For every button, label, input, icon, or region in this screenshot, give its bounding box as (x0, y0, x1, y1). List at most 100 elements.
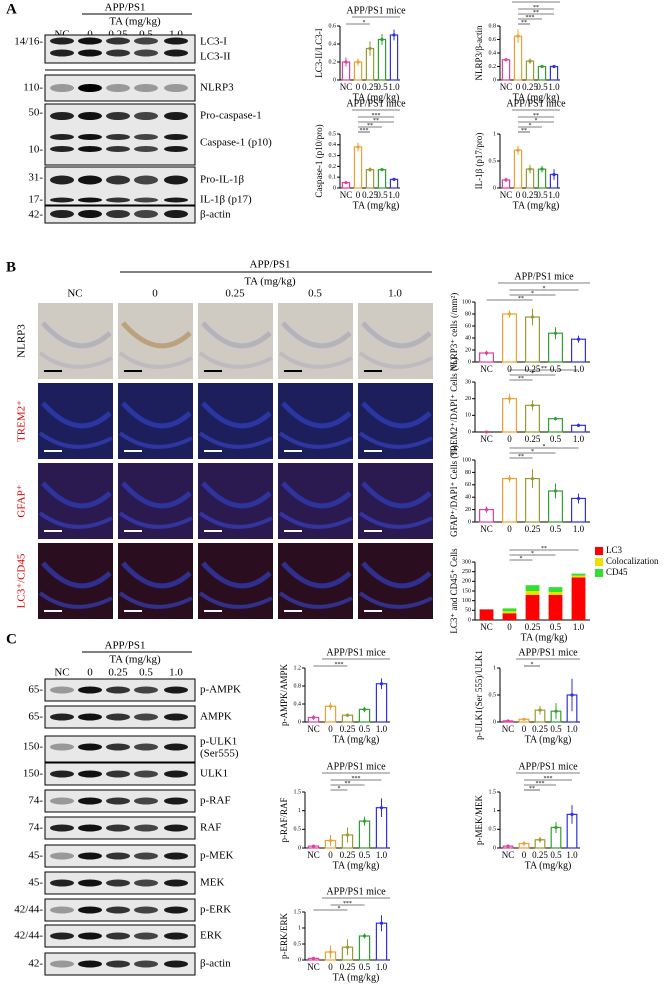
x-tick-label: 0 (328, 962, 333, 972)
x-tick-label: NC (502, 850, 515, 860)
blot-band (106, 112, 130, 120)
x-axis-label: TA (mg/kg) (525, 734, 572, 745)
x-tick-label: 0 (328, 850, 333, 860)
mean-dot (540, 167, 544, 171)
significance-label: * (531, 291, 534, 297)
blot-band (164, 84, 188, 92)
y-tick-label: 20 (465, 507, 471, 513)
blot-band (134, 175, 158, 185)
x-tick-label: 0.25 (525, 622, 541, 632)
blot-band (78, 852, 102, 860)
blot-band (50, 175, 74, 185)
blot-band (164, 852, 188, 860)
tissue-texture (121, 561, 192, 589)
y-tick-label: 250 (462, 569, 471, 575)
mean-dot (553, 489, 558, 493)
legend-swatch (595, 569, 603, 577)
bar (501, 59, 511, 81)
blot-band (50, 770, 74, 778)
protein-label: AMPK (200, 711, 232, 723)
column-label: 0.25 (225, 288, 245, 300)
dose-label: TA (mg/kg) (244, 276, 296, 288)
x-tick-label: 0.25 (522, 82, 538, 92)
blot-band (164, 906, 188, 914)
blot-band (164, 175, 188, 185)
blot-band (78, 84, 102, 92)
blot-band (50, 146, 74, 152)
bar (502, 478, 518, 523)
blot-band (106, 49, 130, 57)
blot-band (106, 686, 130, 694)
blot-band (50, 797, 74, 805)
mw-label: 42- (28, 209, 43, 221)
bar-segment (502, 613, 517, 620)
significance-label: * (531, 551, 534, 557)
blot-band (134, 797, 158, 805)
tissue-texture (281, 481, 352, 509)
blot-band (50, 134, 74, 140)
blot-band (106, 197, 130, 203)
y-tick-label: 0 (468, 519, 471, 525)
x-tick-label: 0 (522, 724, 527, 734)
blot-band (106, 879, 130, 887)
protein-label: ERK (200, 930, 222, 942)
y-tick-label: 0.4 (294, 701, 302, 707)
significance-label: * (535, 118, 538, 124)
significance-label: *** (335, 662, 344, 668)
x-tick-label: NC (307, 962, 320, 972)
y-tick-label: 30 (465, 379, 471, 385)
blot-band (106, 713, 130, 721)
mean-dot (392, 177, 396, 181)
column-label: 0.5 (308, 288, 322, 300)
mw-label: 45- (28, 850, 43, 862)
mean-dot (368, 168, 372, 172)
significance-label: * (531, 449, 534, 455)
blot-band (106, 146, 130, 152)
mean-dot (484, 351, 489, 355)
y-tick-label: 80 (465, 311, 471, 317)
mean-dot (538, 838, 542, 842)
mean-dot (522, 717, 526, 721)
y-tick-label: 50 (465, 608, 471, 614)
protein-label: LC3-II (200, 51, 231, 63)
lane-label: 0.25 (108, 667, 128, 679)
blot-band (164, 197, 188, 203)
blot-band (134, 932, 158, 940)
dose-label: TA (mg/kg) (109, 654, 161, 666)
tissue-texture (118, 431, 193, 449)
protein-label: RAF (200, 822, 221, 834)
protein-label: LC3-I (200, 36, 227, 48)
blot-band (78, 210, 102, 218)
blot-band (106, 134, 130, 140)
tissue-texture (358, 511, 433, 529)
blot-band (134, 770, 158, 778)
blot-band (78, 824, 102, 832)
tissue-texture (281, 561, 352, 589)
y-tick-label: 40 (465, 495, 471, 501)
x-tick-label: NC (307, 724, 320, 734)
blot-band (164, 743, 188, 751)
tissue-texture (41, 401, 112, 429)
legend-label: Colocalization (606, 556, 659, 566)
mean-dot (506, 844, 510, 848)
y-tick-label: 0 (468, 617, 471, 623)
bar-segment (548, 591, 563, 595)
blot-band (50, 49, 74, 57)
tissue-texture (118, 351, 193, 369)
y-tick-label: 0.5 (489, 158, 497, 164)
significance-label: *** (526, 15, 535, 21)
mw-label: 74- (28, 795, 43, 807)
x-tick-label: 0.25 (525, 434, 541, 444)
significance-label: ** (518, 454, 524, 460)
x-tick-label: 0.5 (359, 962, 371, 972)
x-tick-label: 0 (516, 82, 521, 92)
y-axis-label: NLRP3/β-actin (474, 25, 484, 81)
tissue-texture (358, 351, 433, 369)
mw-label: 150- (23, 741, 44, 753)
blot-band (134, 146, 158, 152)
mean-dot (552, 64, 556, 69)
x-tick-label: 0.25 (362, 190, 378, 200)
x-tick-label: NC (340, 190, 353, 200)
mean-dot (522, 841, 526, 846)
y-tick-label: 0 (333, 185, 336, 191)
